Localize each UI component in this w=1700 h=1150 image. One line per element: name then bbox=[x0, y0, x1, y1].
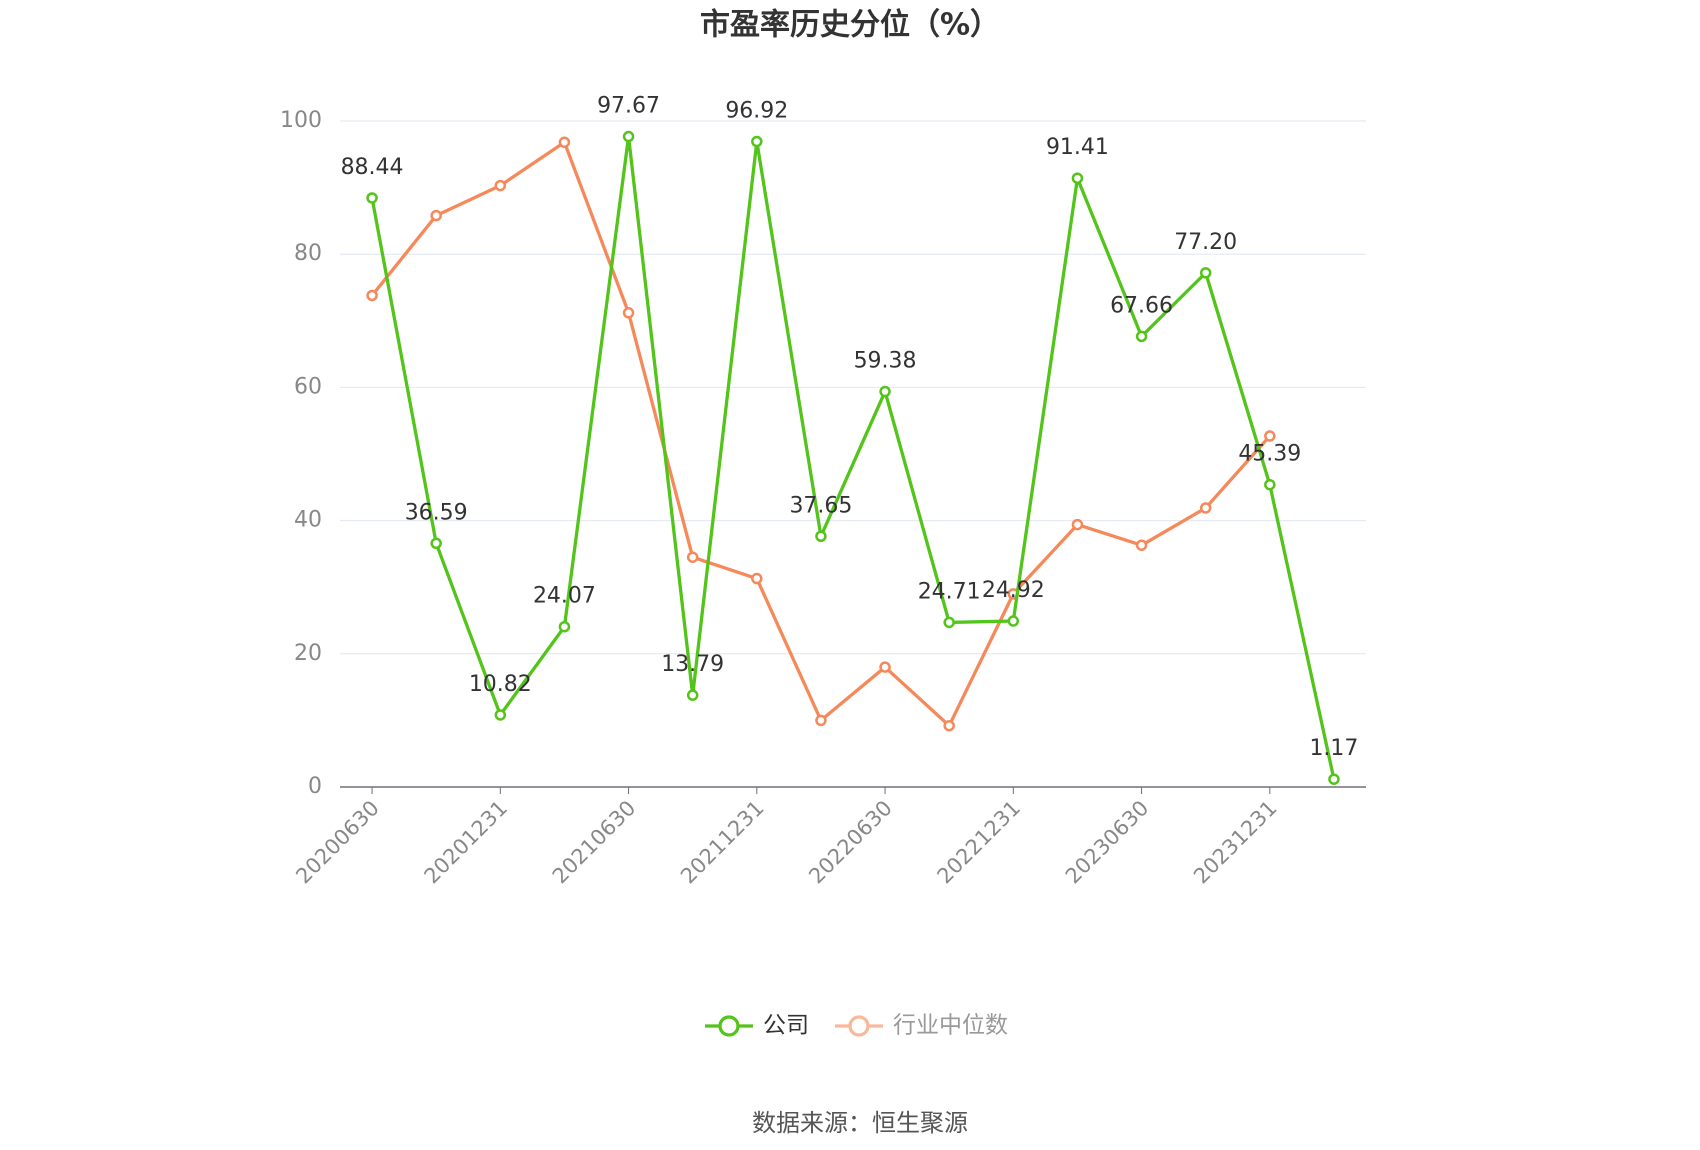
legend-marker bbox=[848, 1015, 870, 1037]
point bbox=[751, 572, 763, 585]
point bbox=[1071, 518, 1084, 531]
data-label: 13.79 bbox=[661, 652, 724, 677]
point bbox=[1328, 773, 1340, 785]
legend-item: 公司 bbox=[705, 1013, 809, 1039]
point bbox=[943, 719, 955, 732]
source: 数据来源：恒生聚源 bbox=[752, 1109, 968, 1137]
legend-label: 公司 bbox=[763, 1013, 809, 1039]
point bbox=[1135, 330, 1148, 343]
point bbox=[366, 192, 378, 204]
point bbox=[1199, 502, 1212, 514]
data-label: 10.82 bbox=[469, 672, 532, 697]
point bbox=[622, 130, 635, 143]
data-label: 96.92 bbox=[725, 99, 788, 124]
x-tick-label: 20231231 bbox=[1189, 796, 1282, 889]
series-line bbox=[370, 136, 1336, 780]
point bbox=[879, 385, 891, 398]
point bbox=[1135, 539, 1148, 551]
point bbox=[430, 209, 442, 222]
point bbox=[494, 709, 507, 721]
point bbox=[430, 537, 442, 550]
data-label: 37.65 bbox=[789, 493, 852, 518]
data-label: 24.92 bbox=[982, 578, 1045, 603]
point bbox=[1264, 478, 1276, 491]
point bbox=[815, 714, 827, 727]
point bbox=[366, 289, 378, 302]
y-tick-label: 20 bbox=[294, 641, 322, 666]
point bbox=[1264, 430, 1276, 442]
point bbox=[558, 620, 571, 633]
x-tick-label: 20210630 bbox=[548, 796, 641, 889]
x-tick-label: 20201231 bbox=[420, 796, 513, 889]
y-tick-label: 100 bbox=[280, 108, 322, 133]
data-label: 59.38 bbox=[854, 349, 917, 374]
point bbox=[686, 689, 699, 701]
chart-title: 市盈率历史分位（%） bbox=[700, 8, 1000, 43]
y-tick-label: 80 bbox=[294, 241, 322, 266]
point bbox=[751, 135, 763, 148]
y-tick-label: 40 bbox=[294, 508, 322, 533]
x-tick-label: 20220630 bbox=[804, 796, 897, 889]
x-tick-label: 20221231 bbox=[933, 796, 1026, 889]
point bbox=[1007, 615, 1020, 627]
data-label: 24.71 bbox=[918, 579, 981, 604]
data-label: 77.20 bbox=[1174, 230, 1237, 255]
legend-item: 行业中位数 bbox=[835, 1013, 1008, 1039]
legend-marker bbox=[718, 1015, 740, 1037]
y-tick-label: 60 bbox=[294, 374, 322, 399]
legend-label: 行业中位数 bbox=[893, 1013, 1008, 1039]
y-tick-label: 0 bbox=[308, 774, 322, 799]
x-tick-label: 20230630 bbox=[1061, 796, 1154, 889]
point bbox=[1071, 172, 1084, 184]
data-label: 45.39 bbox=[1238, 442, 1301, 467]
data-label: 24.07 bbox=[533, 584, 596, 609]
point bbox=[686, 551, 699, 563]
point bbox=[1199, 267, 1212, 279]
data-label: 88.44 bbox=[341, 155, 404, 180]
series-line bbox=[370, 139, 1272, 729]
point bbox=[558, 136, 571, 149]
point bbox=[943, 616, 955, 629]
data-label: 91.41 bbox=[1046, 135, 1109, 160]
data-label: 97.67 bbox=[597, 94, 660, 119]
data-label: 36.59 bbox=[405, 500, 468, 525]
data-label: 1.17 bbox=[1309, 736, 1358, 761]
data-label: 67.66 bbox=[1110, 293, 1173, 318]
x-tick-label: 20211231 bbox=[676, 796, 769, 889]
x-tick-label: 20200630 bbox=[291, 796, 384, 889]
point bbox=[815, 530, 827, 543]
point bbox=[622, 307, 635, 319]
point bbox=[494, 179, 507, 192]
point bbox=[879, 661, 891, 673]
